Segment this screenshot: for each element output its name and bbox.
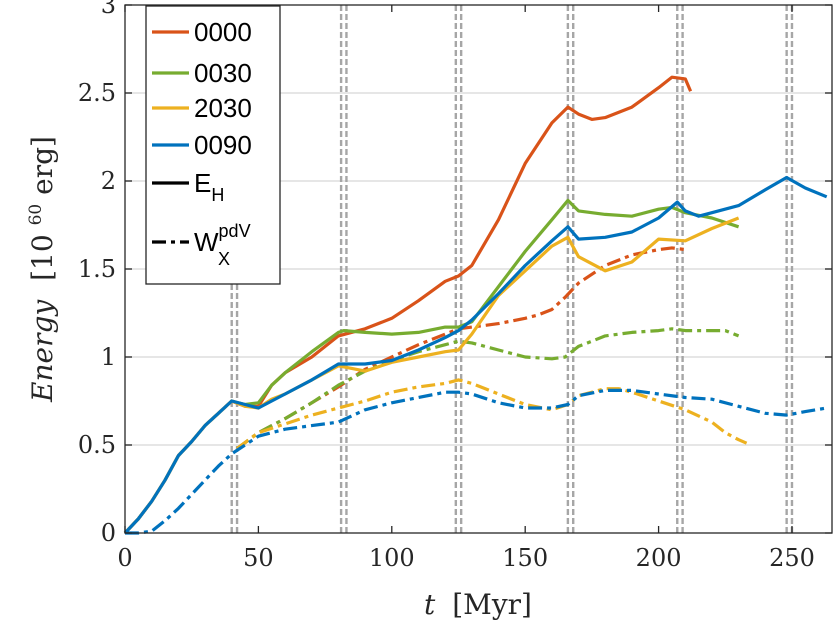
x-axis-var: t <box>424 588 436 621</box>
legend-label-5: WpdV X <box>194 221 251 269</box>
y-tick-label-4: 2 <box>101 167 116 195</box>
legend-label-3: 0090 <box>194 130 252 160</box>
y-ticks: 0 0.5 1 1.5 2 2.5 3 <box>78 0 832 547</box>
series-0090-w-x <box>125 388 827 535</box>
y-axis-var: Energy <box>26 299 59 403</box>
x-tick-label-4: 200 <box>636 544 682 572</box>
legend-label-2: 2030 <box>194 93 252 123</box>
y-axis-unit-exp: 60 <box>26 204 46 226</box>
legend: 0000 0030 2030 0090 EH WpdV X <box>145 5 281 285</box>
x-tick-label-1: 50 <box>243 544 274 572</box>
legend-label-4: EH <box>194 168 224 205</box>
y-tick-label-2: 1 <box>101 343 116 371</box>
y-axis-unit-post: erg] <box>26 136 59 195</box>
y-axis-title: Energy [10 60 erg] <box>15 136 59 403</box>
x-axis-unit: [Myr] <box>452 588 532 621</box>
series-lines <box>123 75 828 535</box>
legend-label-1: 0030 <box>194 58 252 88</box>
x-ticks: 0 50 100 150 200 250 <box>117 5 815 572</box>
y-tick-label-5: 2.5 <box>78 79 116 107</box>
y-tick-label-0: 0 <box>101 519 116 547</box>
y-tick-label-3: 1.5 <box>78 255 116 283</box>
y-tick-label-1: 0.5 <box>78 431 116 459</box>
y-tick-label-6: 3 <box>101 0 116 19</box>
y-axis-unit-pre: [10 <box>26 234 59 281</box>
x-tick-label-3: 150 <box>502 544 548 572</box>
x-tick-label-2: 100 <box>369 544 415 572</box>
series-0090-e-h <box>123 175 828 535</box>
x-tick-label-5: 250 <box>769 544 815 572</box>
legend-label-0: 0000 <box>194 17 252 47</box>
series-0030-w-x <box>236 327 740 450</box>
x-tick-label-0: 0 <box>117 544 132 572</box>
x-axis-title: t [Myr] <box>424 588 532 621</box>
